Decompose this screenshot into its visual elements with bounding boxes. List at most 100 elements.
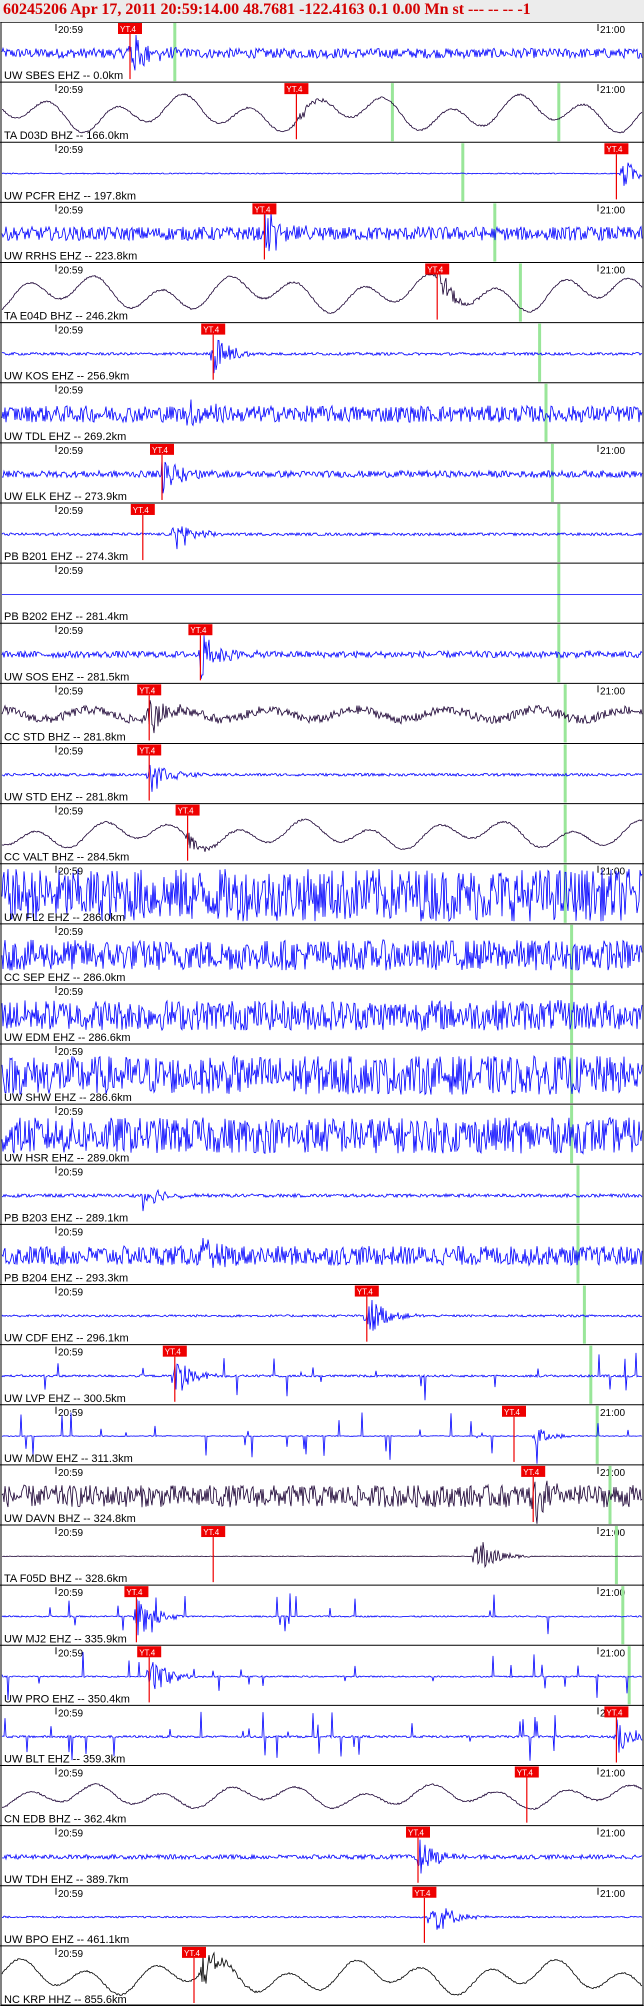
tick-label-start: 20:59 bbox=[58, 1588, 83, 1599]
tick-label-end: 21:00 bbox=[600, 85, 625, 96]
trace-panel: 20:59 YT.4 UW LVP EHZ -- 300.5km bbox=[0, 1345, 644, 1406]
pick-flag bbox=[130, 503, 155, 515]
tick-label-end: 21:00 bbox=[600, 1648, 625, 1659]
station-label: UW TDH EHZ -- 389.7km bbox=[4, 1874, 128, 1886]
tick-label-start: 20:59 bbox=[58, 626, 83, 637]
pick-label: YT.4 bbox=[203, 326, 220, 335]
station-label: UW TDL EHZ -- 269.2km bbox=[4, 431, 126, 443]
station-label: UW HSR EHZ -- 289.0km bbox=[4, 1152, 129, 1164]
station-label: UW RRHS EHZ -- 223.8km bbox=[4, 250, 137, 262]
arrival-marker bbox=[570, 1045, 574, 1104]
waveform-trace bbox=[1, 339, 643, 374]
arrival-marker bbox=[614, 1526, 618, 1585]
trace-panel: 20:59 21:00 YT.4 CC STD BHZ -- 281.8km bbox=[0, 684, 644, 744]
waveform-trace bbox=[1, 818, 643, 852]
pick-flag bbox=[425, 263, 450, 275]
pick-flag bbox=[201, 323, 226, 335]
trace-panel: 20:59 21:00 YT.4 UW ELK EHZ -- 273.9km bbox=[0, 443, 644, 504]
pick-label: YT.4 bbox=[606, 1708, 623, 1717]
arrival-marker bbox=[461, 143, 465, 202]
tick-label-start: 20:59 bbox=[58, 85, 83, 96]
pick-flag bbox=[412, 1886, 437, 1898]
arrival-marker bbox=[589, 1345, 593, 1404]
waveform-trace bbox=[1, 1593, 643, 1636]
pick-flag bbox=[182, 1946, 206, 1958]
waveform-trace bbox=[1, 868, 643, 922]
station-label: UW SHW EHZ -- 286.6km bbox=[4, 1092, 132, 1104]
station-label: PB B203 EHZ -- 289.1km bbox=[4, 1212, 128, 1224]
station-label: CC VALT BHZ -- 284.5km bbox=[4, 852, 129, 864]
station-label: PB B201 EHZ -- 274.3km bbox=[4, 551, 128, 563]
tick-label-start: 20:59 bbox=[58, 987, 83, 998]
station-label: UW BLT EHZ -- 359.3km bbox=[4, 1754, 125, 1766]
trace-panel: 20:59 21:00 YT.4 TA D03D BHZ -- 166.0km bbox=[0, 83, 644, 143]
station-label: UW SOS EHZ -- 281.5km bbox=[4, 671, 129, 683]
pick-label: YT.4 bbox=[178, 807, 195, 816]
pick-label: YT.4 bbox=[139, 746, 156, 755]
tick-label-start: 20:59 bbox=[58, 1468, 83, 1479]
event-title: 60245206 Apr 17, 2011 20:59:14.00 48.768… bbox=[3, 1, 531, 18]
station-label: CC STD BHZ -- 281.8km bbox=[4, 731, 126, 743]
pick-label: YT.4 bbox=[504, 1408, 521, 1417]
waveform-trace bbox=[1, 1237, 643, 1268]
pick-label: YT.4 bbox=[133, 506, 150, 515]
arrival-marker bbox=[557, 564, 561, 623]
trace-panel: 20:59 YT.4 UW CDF EHZ -- 296.1km bbox=[0, 1285, 644, 1346]
tick-label-start: 20:59 bbox=[58, 145, 83, 156]
trace-panel: 20:59 21:00 YT.4 UW SBES EHZ -- 0.0km bbox=[0, 23, 644, 83]
pick-label: YT.4 bbox=[254, 205, 271, 214]
trace-panel: 20:59 YT.4 NC KRP HHZ -- 855.6km bbox=[0, 1946, 644, 2006]
waveform-trace bbox=[1, 1480, 643, 1524]
trace-panel: 20:59 YT.4 UW PCFR EHZ -- 197.8km bbox=[0, 143, 644, 203]
pick-flag bbox=[162, 1345, 187, 1357]
tick-label-start: 20:59 bbox=[58, 1889, 83, 1900]
station-label: UW CDF EHZ -- 296.1km bbox=[4, 1333, 129, 1345]
pick-label: YT.4 bbox=[517, 1769, 534, 1778]
waveform-trace bbox=[1, 1116, 643, 1155]
tick-label-start: 20:59 bbox=[58, 25, 83, 36]
tick-label-start: 20:59 bbox=[58, 1949, 83, 1960]
tick-label-start: 20:59 bbox=[58, 566, 83, 577]
pick-flag bbox=[252, 203, 277, 215]
tick-label-end: 21:00 bbox=[600, 1889, 625, 1900]
trace-panel: 20:59 UW SHW EHZ -- 286.6km bbox=[0, 1045, 644, 1105]
pick-label: YT.4 bbox=[120, 25, 137, 34]
pick-flag bbox=[118, 23, 142, 34]
waveform-trace bbox=[1, 1542, 643, 1569]
tick-label-end: 21:00 bbox=[600, 686, 625, 697]
station-label: NC KRP HHZ -- 855.6km bbox=[4, 1994, 127, 2006]
trace-panel: 20:59 21:00 YT.4 UW TDH EHZ -- 389.7km bbox=[0, 1826, 644, 1887]
tick-label-start: 20:59 bbox=[58, 927, 83, 938]
trace-panel: 20:59 PB B202 EHZ -- 281.4km bbox=[0, 564, 644, 624]
tick-label-end: 21:00 bbox=[600, 1468, 625, 1479]
tick-label-start: 20:59 bbox=[58, 1648, 83, 1659]
pick-flag bbox=[514, 1766, 539, 1778]
tick-label-end: 21:00 bbox=[600, 867, 625, 878]
pick-flag bbox=[124, 1586, 149, 1598]
trace-panel: 20:59 UW EDM EHZ -- 286.6km bbox=[0, 984, 644, 1045]
arrival-marker bbox=[621, 1586, 625, 1645]
waveform-trace bbox=[2, 1188, 643, 1212]
trace-panel: 20:59 21:00 YT.4 TA F05D BHZ -- 328.6km bbox=[0, 1526, 644, 1586]
waveform-trace bbox=[1, 399, 643, 427]
tick-label-start: 20:59 bbox=[58, 867, 83, 878]
pick-flag bbox=[354, 1285, 379, 1297]
tick-label-start: 20:59 bbox=[58, 386, 83, 397]
pick-label: YT.4 bbox=[165, 1348, 182, 1357]
waveform-trace bbox=[1, 999, 643, 1032]
station-label: TA F05D BHZ -- 328.6km bbox=[4, 1573, 127, 1585]
pick-label: YT.4 bbox=[139, 686, 156, 695]
station-label: UW EDM EHZ -- 286.6km bbox=[4, 1032, 131, 1044]
arrival-marker bbox=[518, 263, 522, 322]
waveform-trace bbox=[1, 1651, 643, 1701]
arrival-marker bbox=[538, 323, 542, 382]
trace-panel: 20:59 21:00 YT.4 UW PRO EHZ -- 350.4km bbox=[0, 1646, 644, 1706]
pick-label: YT.4 bbox=[523, 1468, 540, 1477]
pick-label: YT.4 bbox=[427, 265, 444, 274]
station-label: UW LVP EHZ -- 300.5km bbox=[4, 1393, 126, 1405]
pick-label: YT.4 bbox=[152, 446, 169, 455]
trace-panel: 20:59 PB B204 EHZ -- 293.3km bbox=[0, 1225, 644, 1286]
pick-label: YT.4 bbox=[203, 1528, 220, 1537]
arrival-marker bbox=[576, 1165, 580, 1224]
waveform-trace bbox=[1, 764, 643, 792]
